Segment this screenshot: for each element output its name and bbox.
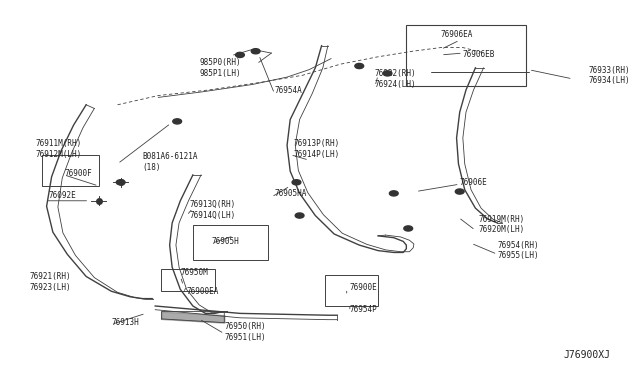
Circle shape xyxy=(455,189,464,194)
Text: 76919M(RH)
76920M(LH): 76919M(RH) 76920M(LH) xyxy=(479,215,525,234)
Circle shape xyxy=(292,180,301,185)
Bar xyxy=(324,275,378,306)
Circle shape xyxy=(252,49,260,54)
Circle shape xyxy=(295,213,304,218)
Circle shape xyxy=(383,71,392,76)
Text: 76913P(RH)
76914P(LH): 76913P(RH) 76914P(LH) xyxy=(293,140,340,159)
Text: 76906E: 76906E xyxy=(460,178,488,187)
Text: 76905H: 76905H xyxy=(212,237,239,246)
Text: 76922(RH)
76924(LH): 76922(RH) 76924(LH) xyxy=(375,69,417,89)
Text: 76905HA: 76905HA xyxy=(275,189,307,198)
Text: B081A6-6121A
(18): B081A6-6121A (18) xyxy=(143,152,198,172)
Circle shape xyxy=(355,63,364,68)
Text: 76921(RH)
76923(LH): 76921(RH) 76923(LH) xyxy=(29,272,71,292)
Circle shape xyxy=(389,191,398,196)
Text: 76911M(RH)
76912M(LH): 76911M(RH) 76912M(LH) xyxy=(36,140,82,159)
Text: J76900XJ: J76900XJ xyxy=(563,350,611,359)
Text: 76906EB: 76906EB xyxy=(463,51,495,60)
Text: 76950M: 76950M xyxy=(180,268,208,277)
Text: 76954P: 76954P xyxy=(350,305,378,314)
Text: 76913Q(RH)
76914Q(LH): 76913Q(RH) 76914Q(LH) xyxy=(189,200,236,220)
Text: 76933(RH)
76934(LH): 76933(RH) 76934(LH) xyxy=(588,65,630,85)
Circle shape xyxy=(116,180,125,185)
Text: 76906EA: 76906EA xyxy=(441,30,473,39)
Text: 76900E: 76900E xyxy=(350,283,378,292)
Text: 76913H: 76913H xyxy=(111,318,139,327)
Circle shape xyxy=(173,119,182,124)
Text: 76900EA: 76900EA xyxy=(187,287,219,296)
Bar xyxy=(161,269,215,291)
Bar xyxy=(406,25,525,86)
Circle shape xyxy=(236,52,244,58)
Circle shape xyxy=(404,226,413,231)
Text: 76900F: 76900F xyxy=(64,169,92,177)
Text: 76950(RH)
76951(LH): 76950(RH) 76951(LH) xyxy=(224,322,266,341)
Text: 985P0(RH)
985P1(LH): 985P0(RH) 985P1(LH) xyxy=(199,58,241,77)
Bar xyxy=(193,225,268,260)
Text: 76954A: 76954A xyxy=(275,86,302,94)
Text: 76954(RH)
76955(LH): 76954(RH) 76955(LH) xyxy=(497,241,539,260)
Text: 76092E: 76092E xyxy=(49,191,76,200)
Bar xyxy=(42,155,99,186)
